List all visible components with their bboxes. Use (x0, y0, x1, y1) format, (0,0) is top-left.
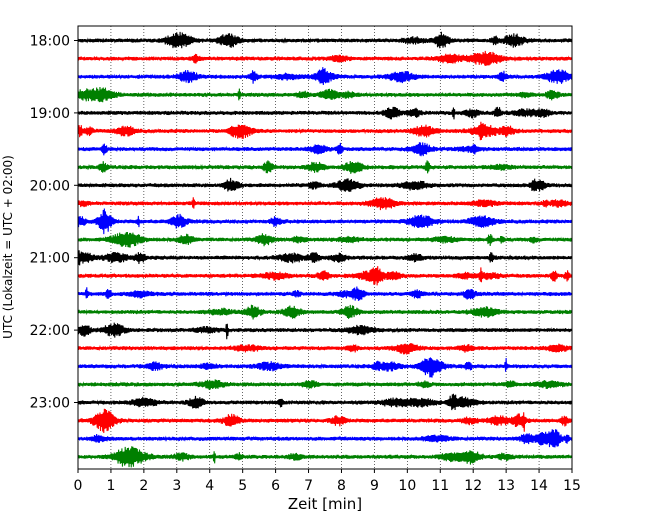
trace-2130 (77, 286, 573, 301)
x-axis-ticks: 0 1 2 3 4 5 6 7 8 9 10 11 12 13 14 15 (74, 469, 581, 494)
y-axis-ticks: 18:00 19:00 20:00 21:00 22:00 23:00 (30, 34, 78, 412)
x-tick-label-15: 15 (563, 478, 581, 494)
x-tick-label-0: 0 (74, 478, 83, 494)
y-tick-label-3: 21:00 (30, 251, 70, 267)
trace-2015 (77, 197, 573, 211)
x-tick-label-1: 1 (106, 478, 115, 494)
y-tick-label-0: 18:00 (30, 34, 70, 50)
trace-2100 (77, 250, 573, 266)
grid-lines (110, 26, 540, 469)
x-tick-label-10: 10 (398, 478, 416, 494)
trace-2300 (77, 393, 573, 411)
trace-2200 (77, 322, 573, 340)
trace-1800 (77, 31, 573, 49)
trace-1900 (77, 106, 573, 120)
trace-2115 (77, 266, 573, 286)
x-tick-label-14: 14 (530, 478, 548, 494)
y-tick-label-5: 23:00 (30, 396, 70, 412)
traces (77, 31, 573, 468)
x-tick-label-4: 4 (205, 478, 214, 494)
x-tick-label-13: 13 (497, 478, 515, 494)
trace-2000 (77, 177, 573, 192)
x-tick-label-7: 7 (304, 478, 313, 494)
trace-1845 (77, 87, 573, 103)
trace-1915 (77, 121, 573, 141)
trace-2045 (77, 231, 573, 248)
trace-1815 (77, 50, 573, 67)
trace-1945 (77, 160, 573, 174)
x-axis-label: Zeit [min] (288, 495, 362, 513)
y-tick-label-1: 19:00 (30, 106, 70, 122)
trace-2330 (77, 429, 573, 448)
trace-2345 (77, 446, 573, 468)
trace-2230 (77, 357, 573, 378)
x-tick-label-9: 9 (370, 478, 379, 494)
trace-2245 (77, 379, 573, 390)
trace-2145 (77, 304, 573, 320)
x-tick-label-3: 3 (172, 478, 181, 494)
plot-area (78, 26, 572, 469)
y-tick-label-2: 20:00 (30, 178, 70, 194)
x-tick-label-2: 2 (139, 478, 148, 494)
trace-2215 (77, 343, 573, 355)
trace-2030 (77, 208, 573, 235)
trace-2315 (77, 408, 573, 433)
x-tick-label-5: 5 (238, 478, 247, 494)
x-tick-label-8: 8 (337, 478, 346, 494)
plot-frame (77, 25, 573, 470)
x-tick-label-6: 6 (271, 478, 280, 494)
x-tick-label-11: 11 (431, 478, 449, 494)
y-axis-label: UTC (Lokalzeit = UTC + 02:00) (1, 155, 15, 339)
x-tick-label-12: 12 (464, 478, 482, 494)
trace-1930 (77, 142, 573, 157)
y-tick-label-4: 22:00 (30, 323, 70, 339)
trace-1830 (77, 67, 573, 85)
